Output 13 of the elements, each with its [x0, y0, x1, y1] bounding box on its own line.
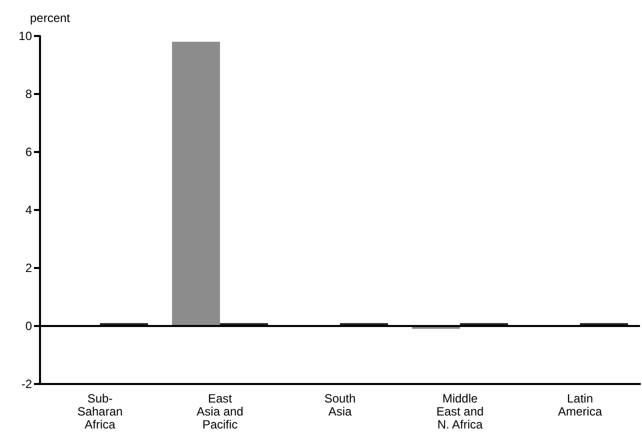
y-tick-label: -2 — [21, 377, 32, 391]
y-tick-label: 8 — [25, 87, 32, 101]
x-tick-label: South Asia — [324, 392, 356, 418]
x-tick-label: Sub- Saharan Africa — [77, 392, 123, 432]
y-tick-label: 6 — [25, 145, 32, 159]
y-axis-title: percent — [30, 11, 71, 25]
y-tick-label: 4 — [25, 203, 32, 217]
x-tick-label: Latin America — [558, 392, 602, 418]
x-tick-label: East Asia and Pacific — [196, 392, 244, 432]
y-tick-label: 0 — [25, 319, 32, 333]
x-tick-label: Middle East and N. Africa — [436, 392, 484, 432]
y-tick-label: 10 — [18, 29, 32, 43]
y-tick-label: 2 — [25, 261, 32, 275]
